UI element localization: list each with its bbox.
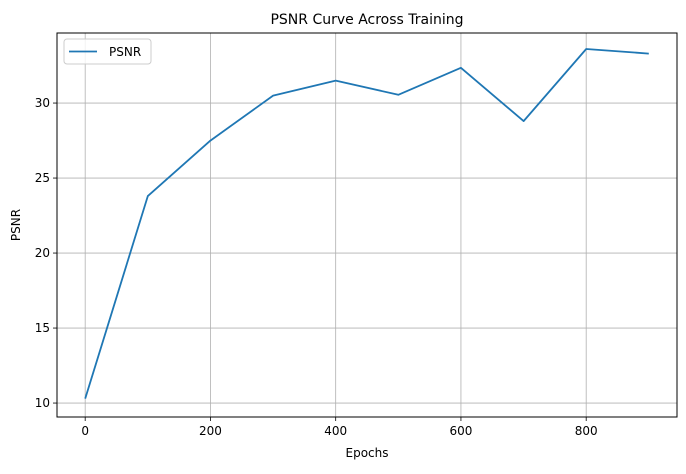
x-axis-label: Epochs (346, 446, 389, 460)
grid-lines (57, 33, 677, 417)
legend-label: PSNR (109, 45, 141, 59)
chart-title: PSNR Curve Across Training (270, 12, 463, 28)
legend: PSNR (63, 38, 152, 65)
x-tick-label: 600 (449, 424, 472, 438)
legend-box (63, 38, 152, 65)
x-tick-label: 0 (81, 424, 89, 438)
y-axis-label: PSNR (9, 209, 23, 241)
y-tick-label: 10 (35, 396, 50, 410)
y-axis-ticks: 10 15 20 25 30 (35, 96, 57, 410)
psnr-series-line (84, 48, 649, 399)
y-tick-label: 30 (35, 96, 50, 110)
x-tick-label: 200 (199, 424, 222, 438)
y-tick-label: 20 (35, 246, 50, 260)
x-tick-label: 800 (575, 424, 598, 438)
y-tick-label: 15 (35, 321, 50, 335)
axes-frame (56, 32, 678, 418)
series-polyline (84, 48, 649, 399)
x-axis-ticks: 0 200 400 600 800 (81, 417, 598, 438)
x-tick-label: 400 (324, 424, 347, 438)
y-tick-label: 25 (35, 171, 50, 185)
